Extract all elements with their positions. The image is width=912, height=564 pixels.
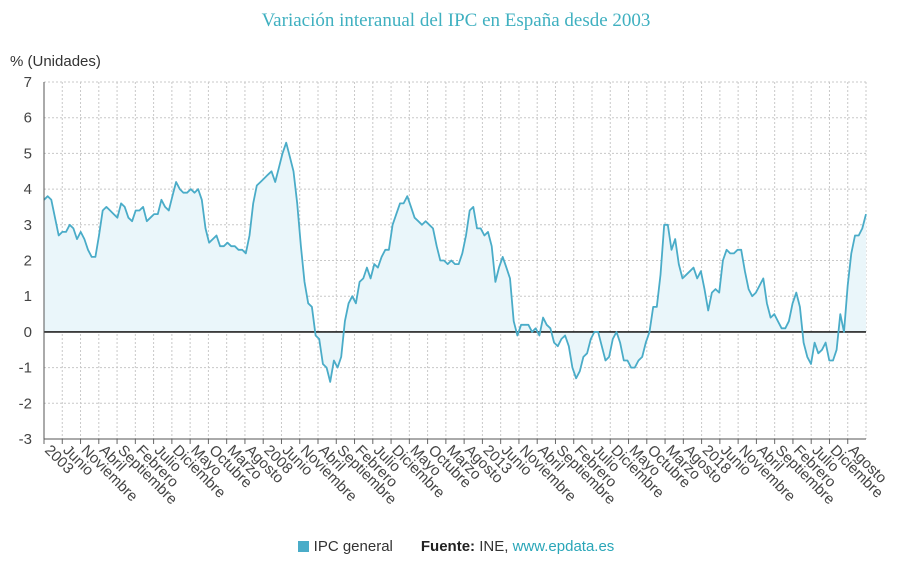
legend-swatch — [297, 541, 309, 552]
y-tick-label: 4 — [24, 181, 32, 198]
y-tick-label: -3 — [19, 431, 32, 448]
source-label: Fuente: — [420, 538, 476, 555]
y-tick-label: 3 — [24, 217, 32, 234]
y-axis-label: % (Unidades) — [10, 53, 101, 70]
y-tick-label: -2 — [19, 395, 32, 412]
chart-title: Variación interanual del IPC en España d… — [261, 10, 651, 31]
legend-label: IPC general — [313, 538, 393, 555]
series-line-ipc-general[interactable] — [43, 141, 867, 383]
y-tick-label: 1 — [24, 288, 32, 305]
source-text: INE, — [475, 538, 513, 555]
y-tick-label: 0 — [24, 324, 32, 341]
y-tick-label: -1 — [19, 360, 32, 377]
y-tick-label: 2 — [24, 253, 32, 270]
series-area — [44, 142, 866, 382]
legend-item[interactable]: IPC general — [297, 538, 393, 555]
y-axis: 7 6 5 4 3 2 1 0 -1 -2 -3 — [19, 74, 45, 448]
plot-area — [43, 141, 867, 383]
x-axis: 2003JunioNoviembreAbrilSeptiembreFebrero… — [41, 438, 890, 508]
y-tick-label: 6 — [24, 110, 32, 127]
y-tick-label: 5 — [24, 145, 32, 162]
chart-footer: IPC general Fuente: INE, www.epdata.es — [0, 538, 912, 555]
y-tick-label: 7 — [24, 74, 32, 91]
source-link[interactable]: www.epdata.es — [512, 538, 615, 555]
